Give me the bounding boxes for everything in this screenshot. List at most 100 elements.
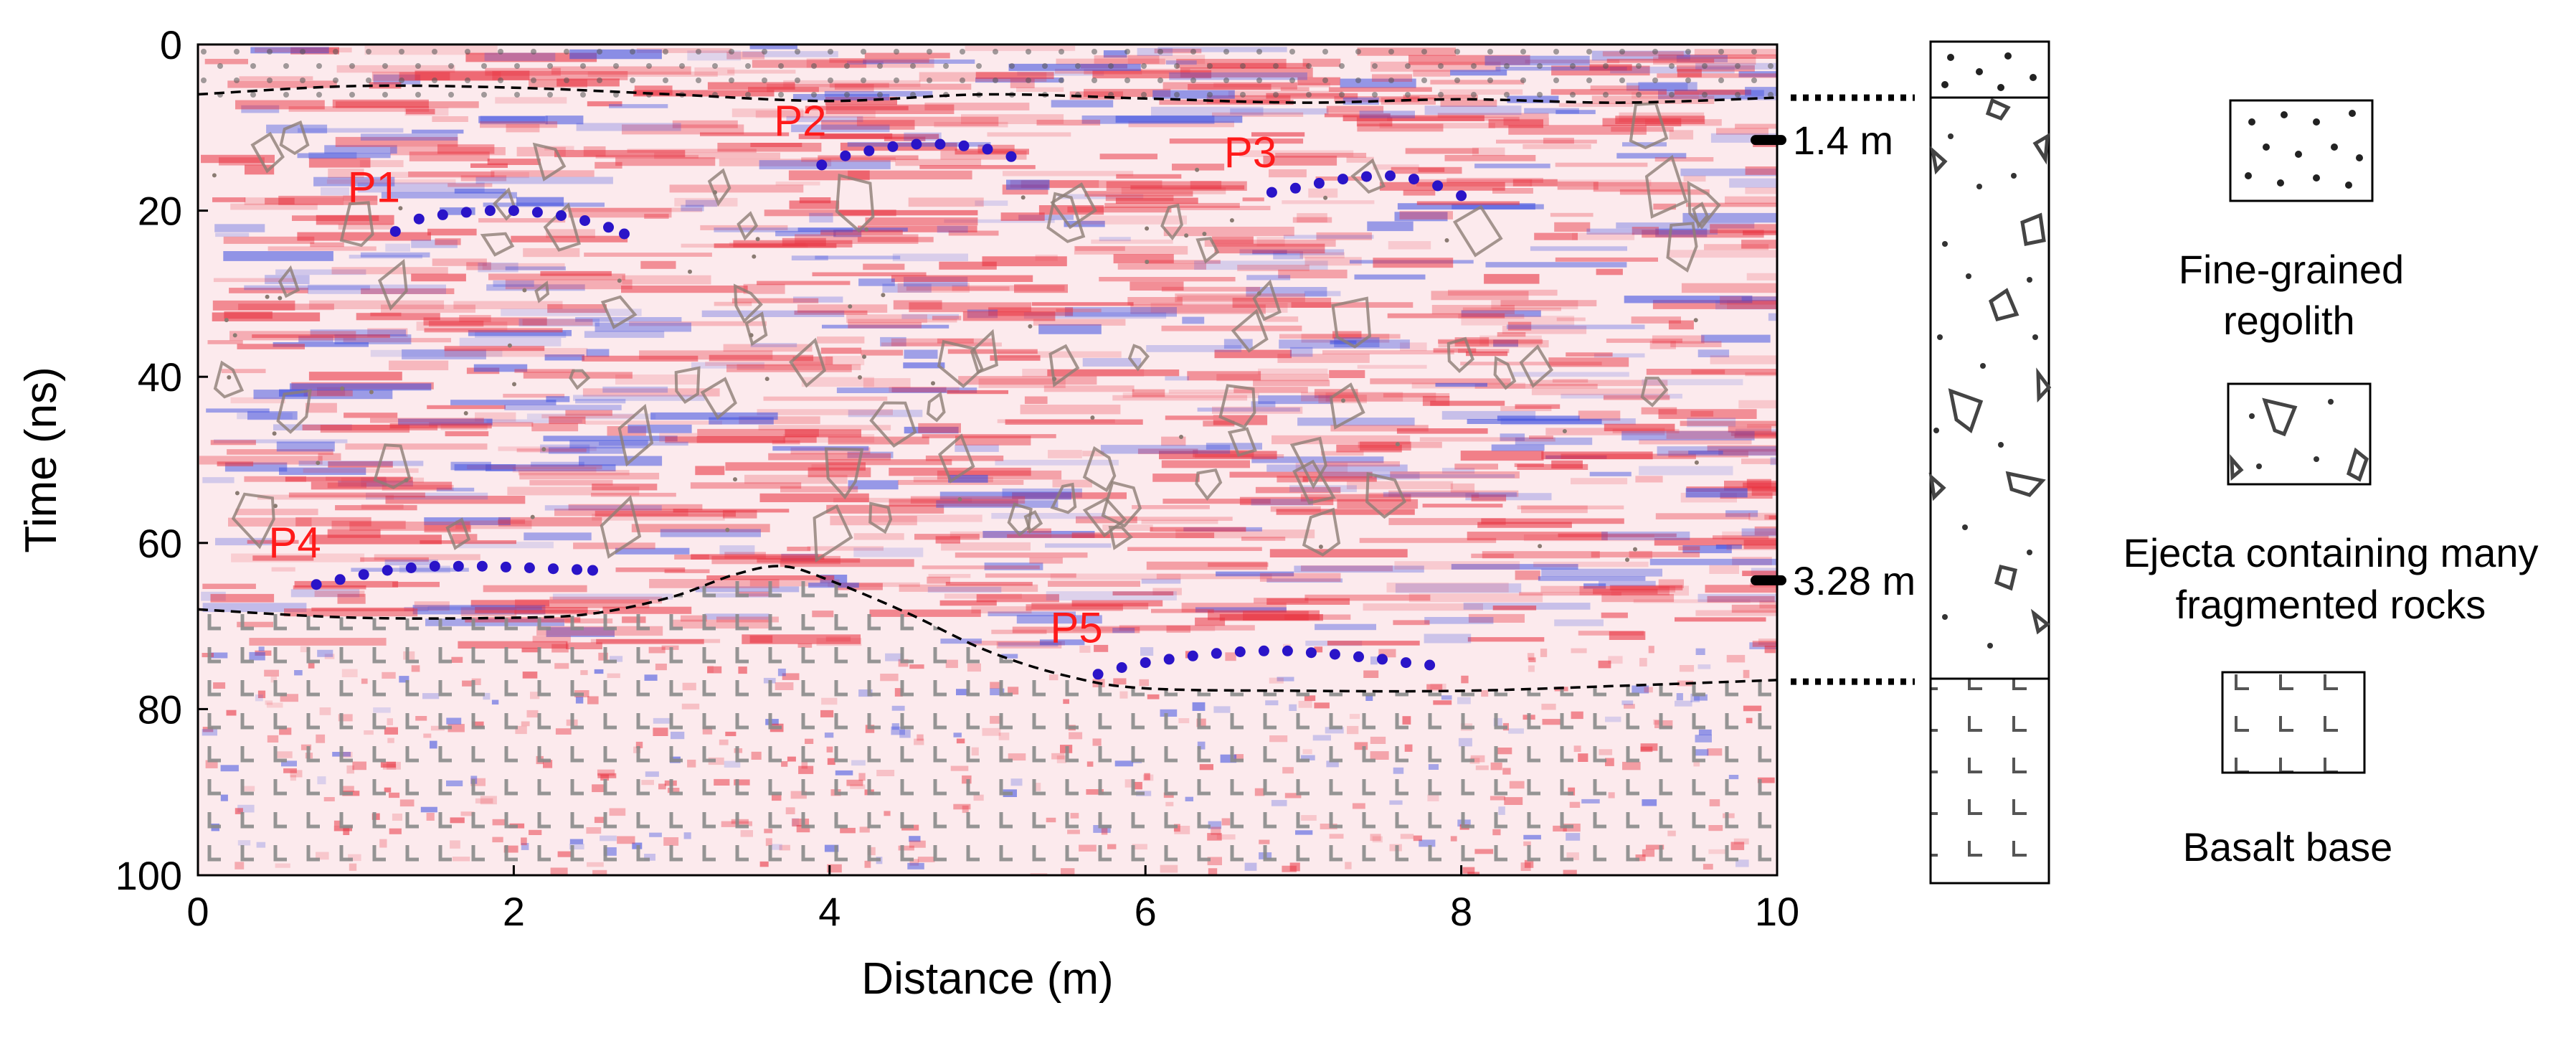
radar-streak xyxy=(288,492,425,498)
rock-fragment xyxy=(1666,222,1698,273)
radar-streak xyxy=(991,513,1106,519)
radar-streak xyxy=(696,435,817,443)
basalt-base-pattern xyxy=(198,566,1777,875)
radar-streak xyxy=(478,116,546,123)
radar-streak xyxy=(402,349,486,359)
radar-streak xyxy=(673,509,790,513)
radar-streak xyxy=(1578,410,1621,421)
radar-streak xyxy=(1151,608,1214,613)
radar-streak xyxy=(1122,392,1259,398)
radar-streak xyxy=(440,207,475,215)
radar-streak xyxy=(544,354,584,361)
radar-streak xyxy=(398,418,493,425)
rock-fragment xyxy=(250,131,285,174)
pick-point-p5 xyxy=(1140,657,1151,669)
radar-streak xyxy=(768,453,891,461)
pick-point-p3 xyxy=(1289,182,1301,194)
radar-streak xyxy=(1561,393,1682,399)
radar-streak xyxy=(1091,239,1173,244)
radar-streak xyxy=(1195,607,1287,613)
y-tick-label: 40 xyxy=(138,354,182,400)
legend-label-regolith-line1: Fine-grained xyxy=(2179,247,2404,292)
radar-streak xyxy=(1408,593,1543,603)
radar-streak xyxy=(1251,132,1305,137)
radar-streak xyxy=(454,189,506,194)
radar-streak xyxy=(1578,631,1644,636)
radar-streak xyxy=(952,285,1065,291)
radar-streak xyxy=(389,360,449,371)
radar-streak xyxy=(1741,528,1777,537)
radar-streak xyxy=(1764,645,1776,654)
regolith-ejecta-boundary xyxy=(197,84,1778,104)
radar-streak xyxy=(1010,180,1099,188)
radar-streak xyxy=(1601,594,1675,603)
radar-streak xyxy=(450,400,557,405)
radar-streak xyxy=(1701,334,1771,343)
pick-point-p2 xyxy=(958,140,970,151)
radar-streak xyxy=(1270,506,1321,512)
radar-streak xyxy=(1657,446,1777,456)
radar-streak xyxy=(891,387,947,392)
rock-fragment xyxy=(1195,237,1220,264)
radar-streak xyxy=(1681,283,1777,293)
rock-fragment xyxy=(1644,154,1688,219)
radar-streak xyxy=(1282,200,1375,204)
radar-streak xyxy=(1497,332,1526,337)
rock-fragment xyxy=(1629,102,1669,150)
radar-streak xyxy=(1301,392,1403,402)
radar-streak xyxy=(1329,369,1365,378)
radar-streak xyxy=(984,562,1043,570)
radar-streak xyxy=(1471,494,1507,501)
radar-streak xyxy=(343,195,378,201)
legend-label-basalt: Basalt base xyxy=(2183,824,2393,870)
radar-streak xyxy=(370,349,503,357)
radar-streak xyxy=(1405,148,1479,154)
radar-streak xyxy=(544,146,574,151)
radar-streak xyxy=(1359,110,1415,118)
radar-streak xyxy=(575,399,626,404)
radar-streak xyxy=(265,275,310,285)
radar-streak xyxy=(1213,415,1268,425)
radar-streak xyxy=(904,426,959,434)
radar-streak xyxy=(470,600,550,607)
pick-point-p2 xyxy=(887,141,899,152)
radar-streak xyxy=(882,283,932,293)
radar-streak xyxy=(230,203,318,210)
radar-streak xyxy=(1113,254,1174,264)
radar-streak xyxy=(1524,108,1579,114)
radar-streak xyxy=(1251,456,1384,463)
radar-streak xyxy=(459,337,562,347)
pick-point-p2 xyxy=(982,143,993,155)
radar-streak xyxy=(755,110,876,118)
radar-streak xyxy=(482,263,565,270)
radar-streak xyxy=(1424,617,1494,624)
radar-streak xyxy=(1316,232,1372,240)
radar-streak xyxy=(215,232,250,237)
radar-streak xyxy=(516,197,564,207)
radar-streak xyxy=(549,416,586,425)
radar-streak xyxy=(583,146,606,156)
radar-streak xyxy=(1388,518,1506,525)
radar-streak xyxy=(1726,544,1777,550)
pick-point-p1 xyxy=(508,205,519,217)
radar-streak xyxy=(423,317,547,326)
radar-streak xyxy=(1177,295,1255,301)
ejecta-dot xyxy=(688,269,692,274)
radar-streak xyxy=(1541,451,1653,460)
radar-streak xyxy=(1374,474,1515,479)
radar-streak xyxy=(925,456,1004,461)
radar-streak xyxy=(615,547,690,555)
radar-streak xyxy=(1683,175,1706,182)
radar-streak xyxy=(1214,349,1292,359)
radar-streak xyxy=(1450,483,1475,493)
plot-frame xyxy=(196,43,1779,877)
radar-streak xyxy=(1747,423,1777,428)
radar-streak xyxy=(505,266,566,270)
rock-fragment xyxy=(1195,468,1223,501)
radar-streak xyxy=(1266,464,1408,472)
radar-streak xyxy=(709,417,774,425)
radar-streak xyxy=(919,165,1036,169)
radar-streak xyxy=(1710,355,1777,364)
radar-streak xyxy=(294,580,399,588)
ejecta-dot xyxy=(316,461,321,466)
